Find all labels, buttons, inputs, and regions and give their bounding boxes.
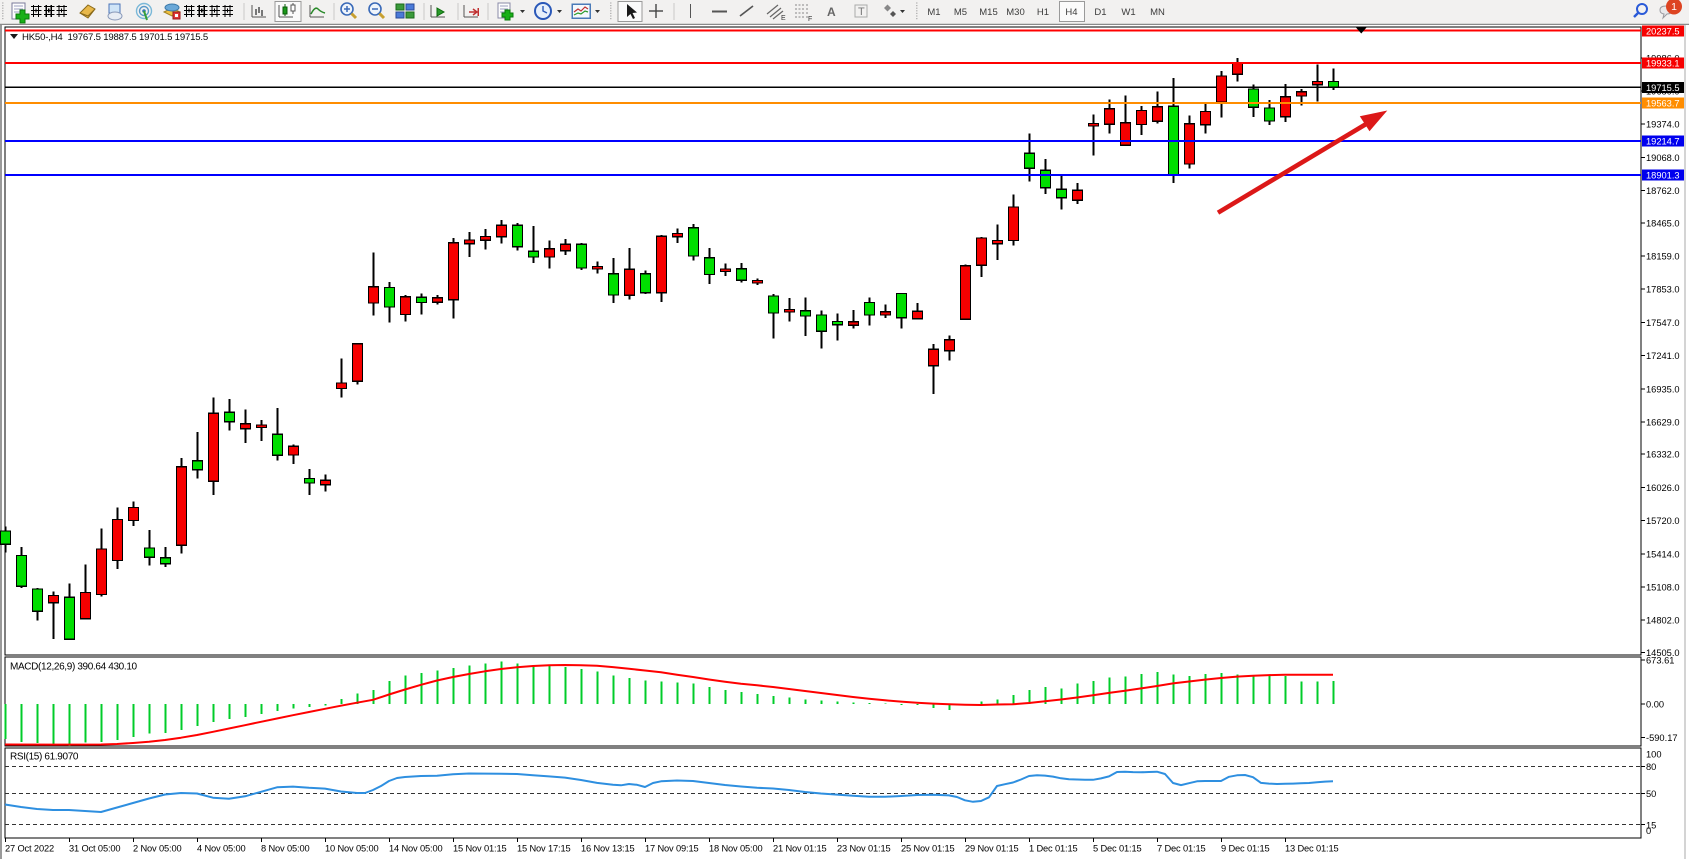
svg-text:25 Nov 01:15: 25 Nov 01:15 <box>901 844 955 854</box>
svg-text:T: T <box>858 6 865 18</box>
svg-text:15: 15 <box>1646 820 1656 830</box>
svg-text:19068.0: 19068.0 <box>1646 153 1680 163</box>
svg-text:19563.7: 19563.7 <box>1646 99 1680 109</box>
svg-text:2 Nov 05:00: 2 Nov 05:00 <box>133 844 181 854</box>
svg-text:20237.5: 20237.5 <box>1646 27 1680 37</box>
svg-text:13 Dec 01:15: 13 Dec 01:15 <box>1285 844 1339 854</box>
svg-text:15414.0: 15414.0 <box>1646 549 1680 559</box>
svg-text:F: F <box>808 16 812 23</box>
svg-text:100: 100 <box>1646 750 1662 760</box>
svg-text:16935.0: 16935.0 <box>1646 384 1680 394</box>
svg-text:10 Nov 05:00: 10 Nov 05:00 <box>325 844 379 854</box>
svg-text:15720.0: 15720.0 <box>1646 516 1680 526</box>
svg-text:9 Dec 01:15: 9 Dec 01:15 <box>1221 844 1269 854</box>
svg-text:18465.0: 18465.0 <box>1646 218 1680 228</box>
svg-text:H1: H1 <box>1037 7 1049 18</box>
svg-text:19933.1: 19933.1 <box>1646 59 1680 69</box>
svg-text:27 Oct 2022: 27 Oct 2022 <box>5 844 54 854</box>
svg-text:MN: MN <box>1150 7 1165 18</box>
svg-text:18159.0: 18159.0 <box>1646 252 1680 262</box>
svg-text:M1: M1 <box>927 7 940 18</box>
svg-text:E: E <box>781 15 786 22</box>
svg-text:14 Nov 05:00: 14 Nov 05:00 <box>389 844 443 854</box>
svg-text:16332.0: 16332.0 <box>1646 450 1680 460</box>
svg-text:15108.0: 15108.0 <box>1646 583 1680 593</box>
svg-text:29 Nov 01:15: 29 Nov 01:15 <box>965 844 1019 854</box>
svg-text:18901.3: 18901.3 <box>1646 170 1680 180</box>
svg-text:17853.0: 17853.0 <box>1646 285 1680 295</box>
svg-text:M5: M5 <box>954 7 967 18</box>
svg-text:A: A <box>827 5 836 19</box>
svg-text:5 Dec 01:15: 5 Dec 01:15 <box>1093 844 1141 854</box>
svg-text:14802.0: 14802.0 <box>1646 616 1680 626</box>
svg-text:0: 0 <box>1646 826 1651 836</box>
svg-text:HK50-,H4 19767.5 19887.5 1970: HK50-,H4 19767.5 19887.5 19701.5 19715.5 <box>22 32 208 43</box>
svg-text:D1: D1 <box>1094 7 1106 18</box>
svg-text:50: 50 <box>1646 789 1656 799</box>
svg-text:15 Nov 17:15: 15 Nov 17:15 <box>517 844 571 854</box>
svg-text:16026.0: 16026.0 <box>1646 483 1680 493</box>
svg-text:1: 1 <box>1671 1 1677 13</box>
svg-text:W1: W1 <box>1121 7 1135 18</box>
svg-text:M30: M30 <box>1006 7 1024 18</box>
svg-text:15 Nov 01:15: 15 Nov 01:15 <box>453 844 507 854</box>
svg-text:18 Nov 05:00: 18 Nov 05:00 <box>709 844 763 854</box>
svg-text:-590.17: -590.17 <box>1646 733 1678 743</box>
svg-text:17 Nov 09:15: 17 Nov 09:15 <box>645 844 699 854</box>
svg-text:8 Nov 05:00: 8 Nov 05:00 <box>261 844 309 854</box>
svg-text:23 Nov 01:15: 23 Nov 01:15 <box>837 844 891 854</box>
svg-text:19715.5: 19715.5 <box>1646 83 1680 93</box>
svg-text:21 Nov 01:15: 21 Nov 01:15 <box>773 844 827 854</box>
svg-text:M15: M15 <box>979 7 997 18</box>
svg-text:80: 80 <box>1646 762 1656 772</box>
svg-text:16629.0: 16629.0 <box>1646 418 1680 428</box>
svg-text:7 Dec 01:15: 7 Dec 01:15 <box>1157 844 1205 854</box>
svg-text:17241.0: 17241.0 <box>1646 351 1680 361</box>
svg-text:16 Nov 13:15: 16 Nov 13:15 <box>581 844 635 854</box>
svg-text:14505.0: 14505.0 <box>1646 648 1680 658</box>
svg-text:MACD(12,26,9) 390.64 430.10: MACD(12,26,9) 390.64 430.10 <box>10 662 138 673</box>
svg-text:19374.0: 19374.0 <box>1646 120 1680 130</box>
svg-text:1 Dec 01:15: 1 Dec 01:15 <box>1029 844 1077 854</box>
svg-text:19214.7: 19214.7 <box>1646 137 1680 147</box>
svg-text:RSI(15) 61.9070: RSI(15) 61.9070 <box>10 752 79 763</box>
svg-text:4 Nov 05:00: 4 Nov 05:00 <box>197 844 245 854</box>
svg-text:0.00: 0.00 <box>1646 700 1664 710</box>
svg-text:H4: H4 <box>1065 7 1077 18</box>
svg-text:17547.0: 17547.0 <box>1646 318 1680 328</box>
svg-text:18762.0: 18762.0 <box>1646 186 1680 196</box>
svg-text:673.61: 673.61 <box>1646 656 1674 666</box>
svg-text:31 Oct 05:00: 31 Oct 05:00 <box>69 844 120 854</box>
